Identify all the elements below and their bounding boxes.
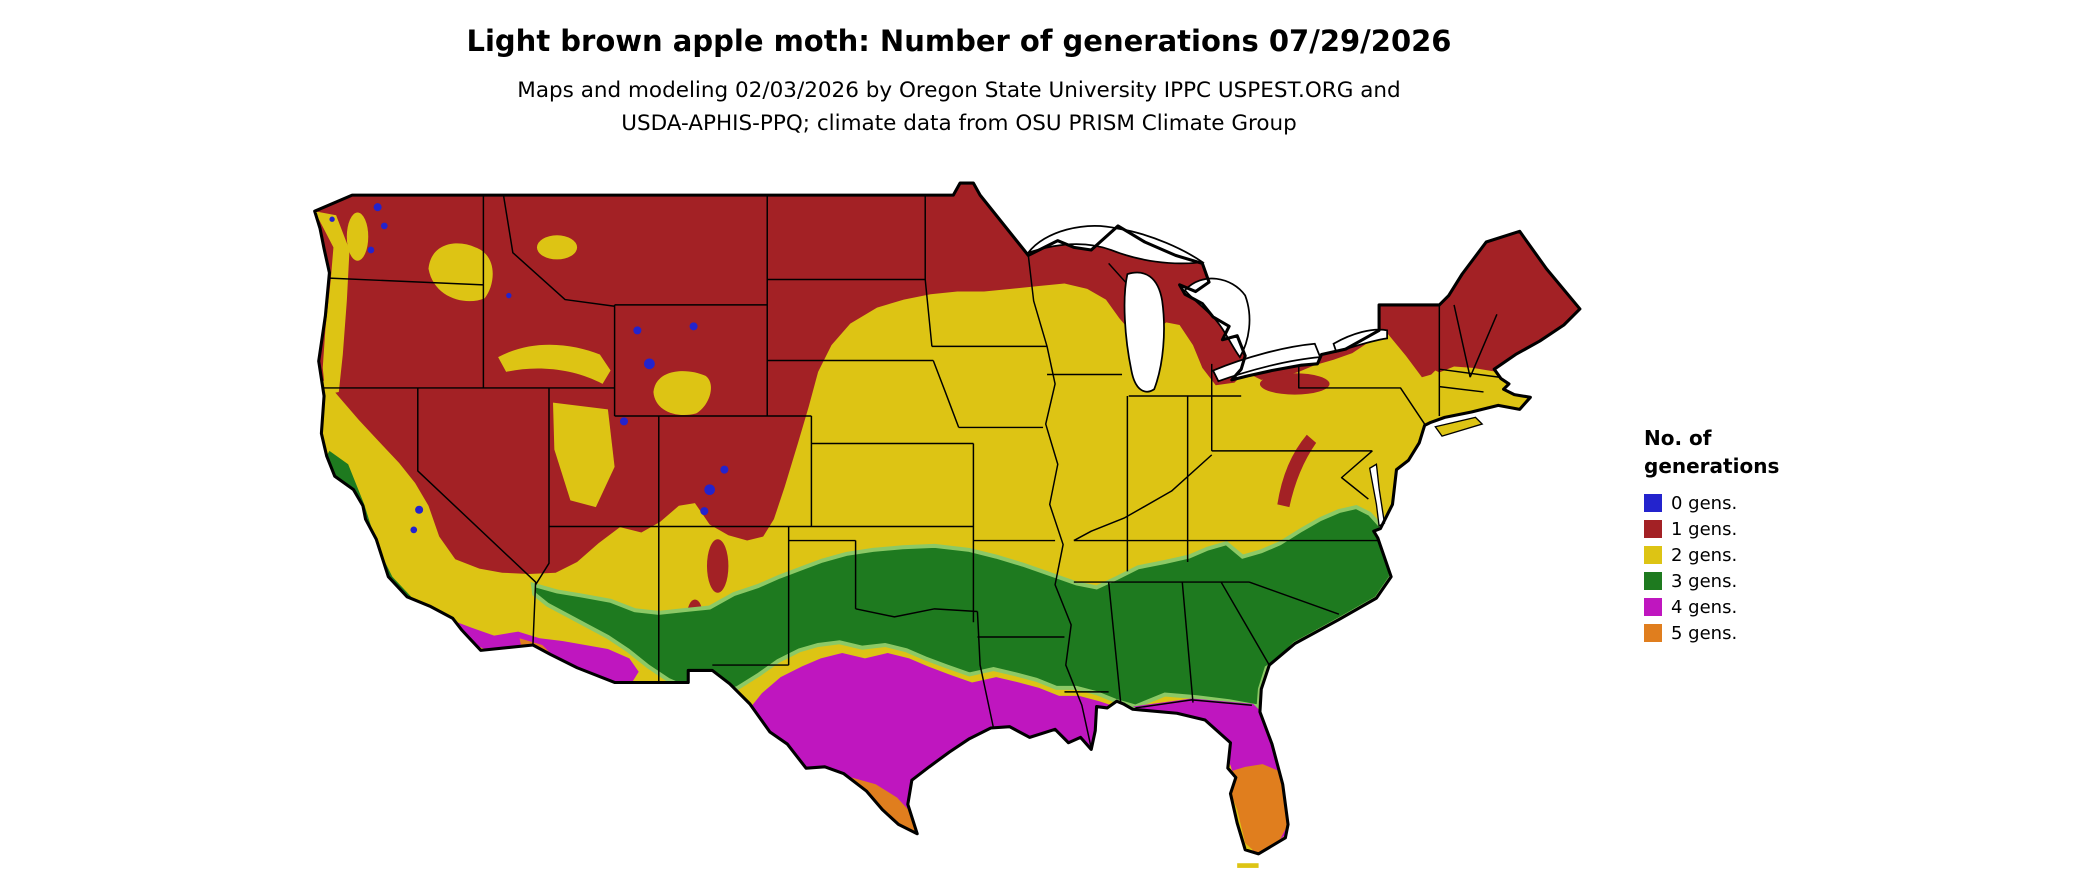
legend-item: 4 gens. (1644, 594, 1874, 620)
map-subtitle: Maps and modeling 02/03/2026 by Oregon S… (0, 74, 1918, 140)
us-outline (313, 181, 1582, 856)
legend-title-line2: generations (1644, 454, 1780, 478)
lake-michigan (1123, 271, 1165, 393)
legend-swatch-2gens (1644, 546, 1662, 564)
legend-item-label: 4 gens. (1671, 596, 1738, 618)
legend: No. of generations 0 gens. 1 gens. 2 gen… (1644, 424, 1874, 646)
legend-title-line1: No. of (1644, 426, 1712, 450)
us-generations-map (308, 167, 1600, 886)
legend-item: 1 gens. (1644, 516, 1874, 542)
map-region-0gens (329, 203, 729, 534)
legend-swatch-3gens (1644, 572, 1662, 590)
legend-items: 0 gens. 1 gens. 2 gens. 3 gens. 4 gens. … (1644, 490, 1874, 646)
legend-item-label: 3 gens. (1671, 570, 1738, 592)
state-borders (318, 183, 1500, 749)
legend-item-label: 5 gens. (1671, 622, 1738, 644)
legend-swatch-1gens (1644, 520, 1662, 538)
legend-item-label: 2 gens. (1671, 544, 1738, 566)
legend-swatch-5gens (1644, 624, 1662, 642)
map-header: Light brown apple moth: Number of genera… (0, 24, 1918, 140)
legend-title: No. of generations (1644, 424, 1874, 480)
legend-swatch-0gens (1644, 494, 1662, 512)
legend-item: 0 gens. (1644, 490, 1874, 516)
legend-item: 2 gens. (1644, 542, 1874, 568)
us-map-svg (313, 181, 1582, 868)
florida-keys (1237, 863, 1259, 868)
map-subtitle-line1: Maps and modeling 02/03/2026 by Oregon S… (517, 78, 1401, 103)
map-region-2gens-patches (314, 211, 1495, 508)
page-title: Light brown apple moth: Number of genera… (466, 24, 1452, 58)
legend-swatch-4gens (1644, 598, 1662, 616)
map-subtitle-line2: USDA-APHIS-PPQ; climate data from OSU PR… (621, 111, 1297, 136)
legend-item: 5 gens. (1644, 620, 1874, 646)
long-island (1434, 416, 1484, 437)
legend-item-label: 1 gens. (1671, 518, 1738, 540)
legend-item-label: 0 gens. (1671, 492, 1738, 514)
legend-item: 3 gens. (1644, 568, 1874, 594)
